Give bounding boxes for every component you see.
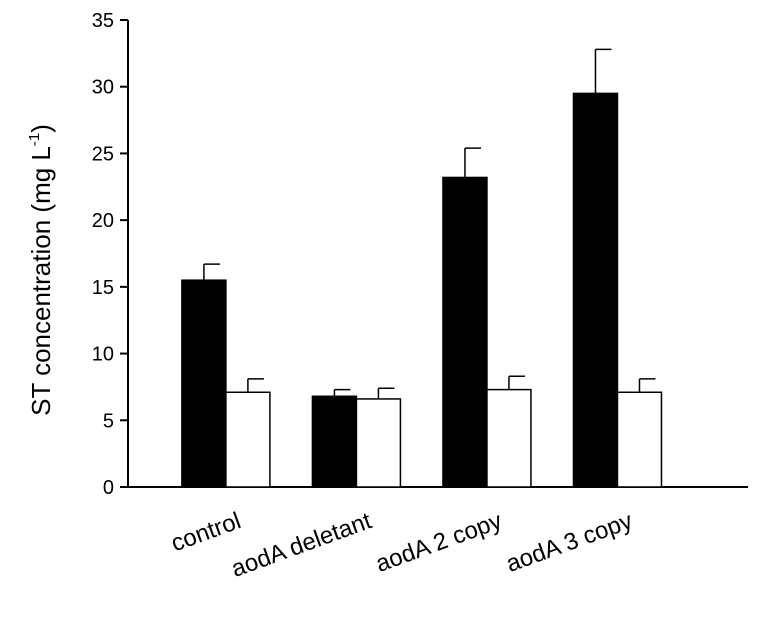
x-category-label: aodA 2 copy bbox=[372, 507, 505, 578]
bar bbox=[616, 391, 663, 488]
svg-text:ST concentration (mg L-1): ST concentration (mg L-1) bbox=[26, 124, 56, 416]
y-axis-title: ST concentration (mg L-1) bbox=[26, 124, 56, 416]
y-tick-label: 0 bbox=[103, 477, 114, 499]
bar bbox=[311, 395, 358, 488]
y-tick-label: 10 bbox=[92, 344, 114, 366]
y-tick-label: 25 bbox=[92, 143, 114, 165]
y-axis-title-superscript: -1 bbox=[26, 133, 43, 146]
bar bbox=[442, 176, 488, 488]
x-category-label: aodA 3 copy bbox=[503, 507, 636, 578]
x-category-label: control bbox=[168, 507, 245, 557]
bar bbox=[181, 279, 227, 488]
y-tick-label: 30 bbox=[92, 77, 114, 99]
y-tick-label: 20 bbox=[92, 210, 114, 232]
y-tick-label: 15 bbox=[92, 277, 114, 299]
bar bbox=[572, 92, 619, 488]
y-axis-title-main: ST concentration (mg L bbox=[26, 146, 56, 416]
x-category-label: aodA deletant bbox=[228, 507, 375, 583]
bar bbox=[355, 398, 402, 488]
bar bbox=[486, 388, 532, 488]
y-axis-title-close: ) bbox=[26, 124, 56, 133]
y-tick-label: 35 bbox=[92, 10, 114, 32]
bar bbox=[225, 391, 271, 488]
y-tick-label: 5 bbox=[103, 410, 114, 432]
